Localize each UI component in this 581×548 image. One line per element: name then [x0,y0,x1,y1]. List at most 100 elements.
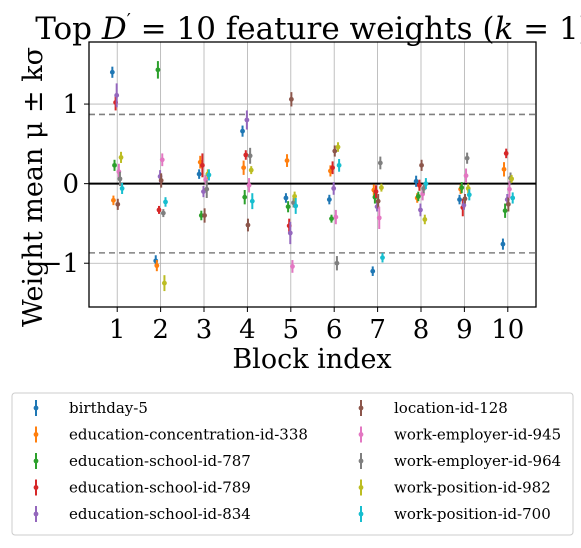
data-point [457,197,462,202]
data-point [158,178,164,183]
legend-marker [33,511,39,517]
data-point [287,230,293,236]
data-point [335,144,341,150]
legend-label: location-id-128 [394,399,508,417]
data-point [423,181,429,187]
legend-marker [33,432,39,437]
data-point [285,204,291,210]
data-point [326,197,332,202]
data-point [415,193,421,199]
data-point [118,154,124,160]
legend-marker [33,458,39,464]
data-point [155,67,161,73]
data-point [502,208,508,214]
data-point [290,264,295,269]
series-education-school-id-834 [114,83,510,245]
data-point [331,186,337,191]
data-point [376,215,382,221]
legend-item: education-school-id-789 [33,479,251,497]
data-point [204,186,210,192]
series-education-school-id-787 [112,61,508,223]
x-tick-label: 1 [109,315,126,345]
data-point [334,260,340,266]
plot-frame [88,41,537,308]
data-point [115,201,121,207]
data-point [241,165,247,171]
legend-label: birthday-5 [69,399,148,417]
legend-label: education-school-id-834 [69,505,251,523]
data-point [501,166,507,172]
data-point [119,186,125,191]
data-point [243,152,249,158]
data-point [206,172,212,178]
data-point [464,155,470,161]
legend-marker [358,432,364,437]
legend-item: birthday-5 [33,399,148,417]
data-point [292,193,298,199]
legend-box [11,392,574,536]
data-point [162,280,167,286]
data-point [112,162,117,168]
series-work-employer-id-945 [116,153,512,273]
data-point [463,173,469,179]
data-point [111,197,116,203]
x-tick-label: 10 [491,315,524,345]
data-point [503,151,509,156]
legend-label: work-position-id-982 [394,479,551,497]
data-point [413,178,419,184]
data-point [249,198,255,204]
legend-marker [33,485,39,490]
y-axis-label: Weight mean μ ± kσ [18,47,49,327]
legend-marker [358,458,364,464]
series-work-employer-id-964 [117,147,513,271]
data-point [466,192,472,198]
data-point [109,69,115,75]
legend-item: education-concentration-id-338 [33,426,308,444]
data-point [461,202,467,208]
legend-item: education-school-id-787 [33,452,251,470]
x-tick-label: 9 [456,315,473,345]
legend-marker [358,511,364,517]
legend: birthday-5 education-concentration-id-338… [11,392,574,536]
data-point [509,176,515,182]
data-point [510,195,516,201]
reference-lines [89,113,536,254]
y-tick-label: −1 [41,249,79,279]
data-point [199,162,205,168]
legend-label: work-position-id-700 [394,505,551,523]
data-point [380,255,385,261]
data-point [247,153,253,159]
data-point [507,186,512,192]
data-point [117,176,123,182]
x-tick-label: 3 [196,315,213,345]
data-point [202,213,207,218]
data-point [196,171,202,177]
data-point [462,196,468,202]
data-point [284,158,290,163]
legend-marker [358,405,364,411]
series-work-position-id-982 [118,142,515,292]
legend-item: location-id-128 [358,399,508,417]
data-point [293,203,299,209]
data-point [330,165,335,171]
data-point [329,216,334,222]
legend-item: work-employer-id-964 [358,452,561,470]
legend-item: education-school-id-834 [33,505,251,523]
data-point [377,160,383,166]
grid-lines [89,42,536,307]
series-location-id-128 [115,92,511,232]
series-work-position-id-700 [119,158,516,263]
data-point [240,128,245,134]
data-point [373,189,379,195]
data-point [370,268,376,274]
legend-label: work-employer-id-945 [394,426,561,444]
x-tick-label: 5 [283,315,300,345]
legend-item: work-employer-id-945 [358,426,561,444]
data-point [114,92,120,98]
legend-marker [33,405,39,411]
y-tick-label: 1 [62,90,79,120]
x-tick-label: 8 [413,315,430,345]
data-point [505,201,511,207]
